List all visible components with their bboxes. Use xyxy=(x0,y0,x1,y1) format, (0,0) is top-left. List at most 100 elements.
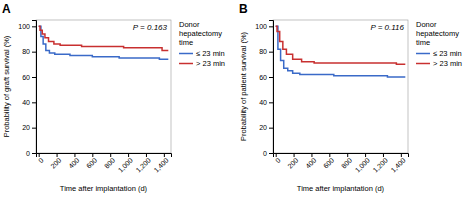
x-tick: 1,000 xyxy=(354,153,371,174)
x-tick-label: 1,200 xyxy=(372,156,389,173)
x-tick: 1,200 xyxy=(135,153,152,174)
y-tick-mark xyxy=(32,26,36,27)
y-tick-mark xyxy=(32,77,36,78)
y-tick: 60 xyxy=(259,74,273,81)
y-tick-mark xyxy=(32,52,36,53)
y-tick: 0 xyxy=(26,150,36,157)
x-tick: 800 xyxy=(103,153,116,170)
legend-entry: > 23 min xyxy=(196,59,225,68)
y-tick: 40 xyxy=(22,99,36,106)
figure: 02004006008001,0001,2001,400020406080100… xyxy=(0,0,474,197)
x-tick: 200 xyxy=(49,153,62,170)
y-tick-mark xyxy=(269,128,273,129)
y-axis-title: Probability of graft survival (%) xyxy=(2,35,11,137)
x-tick-label: 1,200 xyxy=(135,156,152,173)
y-tick: 0 xyxy=(263,150,273,157)
panel: 0 200 400 600 8001,0001,2001,400 0 20 40 60 80 100… xyxy=(239,2,462,193)
survival-curve xyxy=(276,26,406,77)
legend-title: Donorhepatectomytime xyxy=(179,20,222,47)
y-axis: 0 20 40 60 80 100 xyxy=(255,21,273,157)
y-tick-mark xyxy=(269,52,273,53)
y-tick-mark xyxy=(269,77,273,78)
legend-entry: ≤ 23 min xyxy=(196,49,225,58)
x-tick-label: 200 xyxy=(286,156,299,169)
x-axis: 0 200 400 600 8001,0001,2001,400 xyxy=(37,153,172,174)
x-tick-label: 600 xyxy=(85,156,98,169)
panel: 0 200 400 600 8001,0001,2001,400 0 20 40 60 80 100… xyxy=(2,2,225,193)
x-tick: 400 xyxy=(67,153,80,170)
p-value: P = 0.163 xyxy=(133,23,168,32)
x-tick: 1,400 xyxy=(152,153,169,174)
y-tick-label: 60 xyxy=(259,74,267,81)
y-tick: 100 xyxy=(18,23,36,30)
legend-title-line: time xyxy=(416,38,430,47)
legend-swatch xyxy=(416,63,430,65)
legend: Donorhepatectomytime≤ 23 min> 23 min xyxy=(416,20,462,68)
x-tick-label: 400 xyxy=(304,156,317,169)
x-tick: 1,200 xyxy=(372,153,389,174)
plot-frame xyxy=(273,20,408,153)
y-tick-label: 100 xyxy=(255,23,267,30)
x-tick-label: 1,000 xyxy=(117,156,134,173)
y-tick: 100 xyxy=(255,23,273,30)
x-tick: 600 xyxy=(322,153,335,170)
legend-title-line: Donor xyxy=(416,20,437,29)
x-tick-label: 0 xyxy=(274,156,282,164)
x-tick: 0 xyxy=(274,153,282,164)
plot-frame xyxy=(36,20,171,153)
legend-title-line: hepatectomy xyxy=(416,29,459,38)
y-tick: 80 xyxy=(22,48,36,55)
y-tick-label: 100 xyxy=(18,23,30,30)
legend-swatch xyxy=(179,63,193,65)
x-tick-label: 400 xyxy=(67,156,80,169)
y-tick-label: 80 xyxy=(22,48,30,55)
y-tick-mark xyxy=(269,26,273,27)
x-tick: 1,000 xyxy=(117,153,134,174)
y-tick-mark xyxy=(269,153,273,154)
y-tick: 20 xyxy=(22,124,36,131)
x-tick-label: 600 xyxy=(322,156,335,169)
x-tick: 800 xyxy=(340,153,353,170)
legend-title: Donorhepatectomytime xyxy=(416,20,459,47)
x-tick: 1,400 xyxy=(389,153,406,174)
y-tick: 40 xyxy=(259,99,273,106)
legend-title-line: Donor xyxy=(179,20,200,29)
x-tick-label: 0 xyxy=(37,156,45,164)
legend-title-line: hepatectomy xyxy=(179,29,222,38)
y-axis-line xyxy=(32,21,37,154)
y-tick-label: 40 xyxy=(259,99,267,106)
x-tick: 400 xyxy=(304,153,317,170)
y-tick: 60 xyxy=(22,74,36,81)
legend-swatch xyxy=(179,53,193,55)
y-tick-label: 40 xyxy=(22,99,30,106)
y-tick-mark xyxy=(269,102,273,103)
x-axis-title: Time after implantation (d) xyxy=(60,184,148,193)
y-tick-label: 20 xyxy=(22,124,30,131)
plot-area xyxy=(276,26,406,77)
x-tick-label: 800 xyxy=(340,156,353,169)
x-tick-label: 1,400 xyxy=(152,156,169,173)
y-axis-title: Probability of patient survival (%) xyxy=(239,31,248,141)
x-tick: 0 xyxy=(37,153,45,164)
y-tick: 20 xyxy=(259,124,273,131)
y-axis: 0 20 40 60 80 100 xyxy=(18,21,36,157)
x-axis: 0 200 400 600 8001,0001,2001,400 xyxy=(274,153,409,174)
y-tick-label: 0 xyxy=(26,150,30,157)
panel-label: B xyxy=(239,2,248,16)
y-tick: 80 xyxy=(259,48,273,55)
legend-swatch xyxy=(416,53,430,55)
y-axis-line xyxy=(269,21,274,154)
y-tick-label: 0 xyxy=(263,150,267,157)
y-tick-mark xyxy=(32,153,36,154)
y-tick-label: 20 xyxy=(259,124,267,131)
p-value: P = 0.116 xyxy=(370,23,404,32)
y-tick-mark xyxy=(32,102,36,103)
legend-entry: > 23 min xyxy=(433,59,462,68)
x-tick-label: 1,000 xyxy=(354,156,371,173)
y-tick-label: 60 xyxy=(22,74,30,81)
panel-label: A xyxy=(2,2,11,16)
y-tick-mark xyxy=(32,128,36,129)
y-tick-label: 80 xyxy=(259,48,267,55)
legend-entry: ≤ 23 min xyxy=(433,49,462,58)
legend-title-line: time xyxy=(179,38,193,47)
